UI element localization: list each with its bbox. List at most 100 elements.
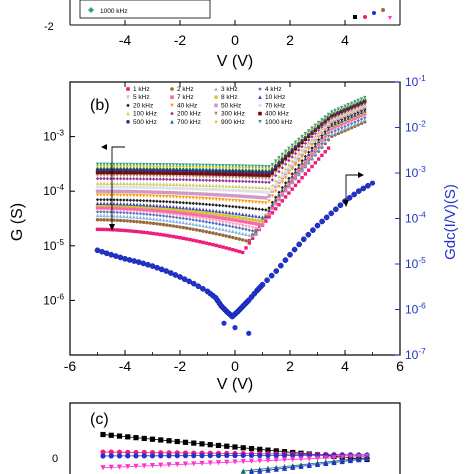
series-point-2khz: [95, 218, 100, 222]
series-point-50khz: [118, 189, 123, 194]
series-point-8khz: [208, 211, 212, 216]
series-point-4khz: [336, 127, 341, 131]
series-point-40khz: [287, 171, 291, 176]
series-point-700khz: [178, 166, 182, 170]
gdc-point: [351, 191, 358, 198]
series-point-10khz: [102, 201, 106, 206]
series-point-70khz: [280, 174, 284, 178]
series-point-4khz: [194, 218, 199, 222]
series-point-1000khz: [293, 140, 298, 145]
series-point-70khz: [161, 186, 166, 190]
series-point-40khz: [135, 193, 139, 198]
series-point-200khz: [158, 177, 162, 181]
panel-b-ylabel-right: Gdc(I/V)(S): [442, 184, 459, 260]
series-point-40khz: [194, 196, 199, 200]
series-point-1000khz: [287, 146, 291, 151]
series-point-1khz: [145, 230, 149, 235]
series-point-2khz: [158, 222, 162, 226]
series-point-10khz: [138, 202, 143, 207]
panel-b-yticks-left: 10-6 10-5 10-4 10-3: [43, 128, 75, 307]
series-point-40khz: [303, 151, 308, 155]
series-point-7khz: [211, 215, 215, 219]
series-point-10khz: [297, 165, 301, 170]
series-point-70khz: [115, 185, 120, 189]
series-point-10khz: [161, 204, 166, 208]
series-point-100khz: [204, 183, 209, 187]
series-point-400khz: [135, 171, 139, 175]
series-point-20khz: [188, 201, 192, 205]
series-point-70khz: [214, 187, 218, 192]
series-point-5khz: [198, 216, 202, 221]
series-point-70khz: [257, 190, 261, 194]
panel-c-curve: [102, 455, 368, 469]
series-point-70khz: [105, 185, 110, 189]
series-point-7khz: [293, 173, 298, 177]
series-point-400khz: [148, 171, 152, 175]
series-point-50khz: [283, 172, 288, 176]
series-point-20khz: [142, 198, 146, 203]
series-point-200khz: [241, 179, 245, 184]
legend-label: 40 kHz: [177, 102, 197, 109]
series-point-1000khz: [336, 107, 341, 111]
series-point-40khz: [254, 200, 258, 204]
series-point-4khz: [191, 218, 195, 222]
series-point-300khz: [125, 173, 129, 178]
panel-a-ytick-label: -2: [44, 21, 54, 33]
panel-a-point: [353, 15, 357, 19]
series-point-400khz: [300, 140, 304, 145]
series-point-4khz: [138, 211, 143, 216]
series-point-400khz: [118, 170, 123, 175]
series-point-10khz: [300, 161, 304, 165]
panel-b: 1 kHz 2 kHz 3 kHz 4 kHz 5 kHz 7 kHz 8 kHz 10 kH…: [9, 73, 459, 393]
series-point-7khz: [254, 222, 258, 226]
series-point-200khz: [224, 179, 228, 183]
series-point-1000khz: [326, 112, 331, 117]
series-point-2khz: [201, 229, 205, 233]
series-point-200khz: [142, 177, 146, 181]
series-point-700khz: [138, 166, 143, 170]
series-point-70khz: [118, 185, 123, 189]
series-point-40khz: [151, 194, 156, 198]
series-point-200khz: [201, 178, 205, 182]
series-point-300khz: [165, 174, 169, 178]
series-point-50khz: [171, 191, 176, 195]
series-point-70khz: [227, 188, 232, 192]
series-point-50khz: [247, 195, 251, 199]
legend-marker: [214, 87, 218, 91]
series-point-50khz: [128, 189, 133, 194]
series-point-3khz: [244, 232, 248, 236]
series-point-200khz: [194, 178, 199, 182]
series-point-100khz: [171, 182, 176, 186]
series-point-700khz: [191, 166, 195, 171]
series-point-1000khz: [99, 162, 103, 167]
series-point-100khz: [250, 185, 255, 189]
series-point-5khz: [250, 226, 255, 230]
series-point-4khz: [244, 227, 248, 232]
gdc-point: [355, 188, 362, 194]
series-point-200khz: [155, 177, 159, 181]
series-point-40khz: [175, 195, 179, 199]
legend-marker: [126, 111, 130, 116]
series-point-7khz: [224, 217, 228, 221]
series-point-20khz: [307, 150, 311, 154]
series-point-5khz: [241, 224, 245, 228]
series-point-4khz: [168, 214, 172, 219]
series-point-10khz: [204, 208, 209, 212]
series-point-8khz: [231, 214, 235, 219]
series-point-1000khz: [135, 162, 139, 167]
series-point-8khz: [188, 209, 192, 213]
legend-marker: [170, 111, 174, 116]
legend-marker: [214, 95, 218, 99]
series-point-8khz: [201, 210, 205, 215]
series-point-40khz: [148, 194, 152, 198]
series-point-70khz: [122, 185, 126, 189]
series-point-5khz: [254, 226, 258, 231]
series-point-8khz: [171, 207, 176, 212]
series-point-10khz: [250, 213, 255, 218]
series-point-700khz: [244, 167, 248, 172]
series-point-7khz: [280, 191, 284, 196]
series-point-200khz: [118, 177, 123, 181]
series-point-50khz: [188, 191, 192, 196]
series-point-7khz: [165, 209, 169, 213]
series-point-3khz: [316, 147, 321, 152]
